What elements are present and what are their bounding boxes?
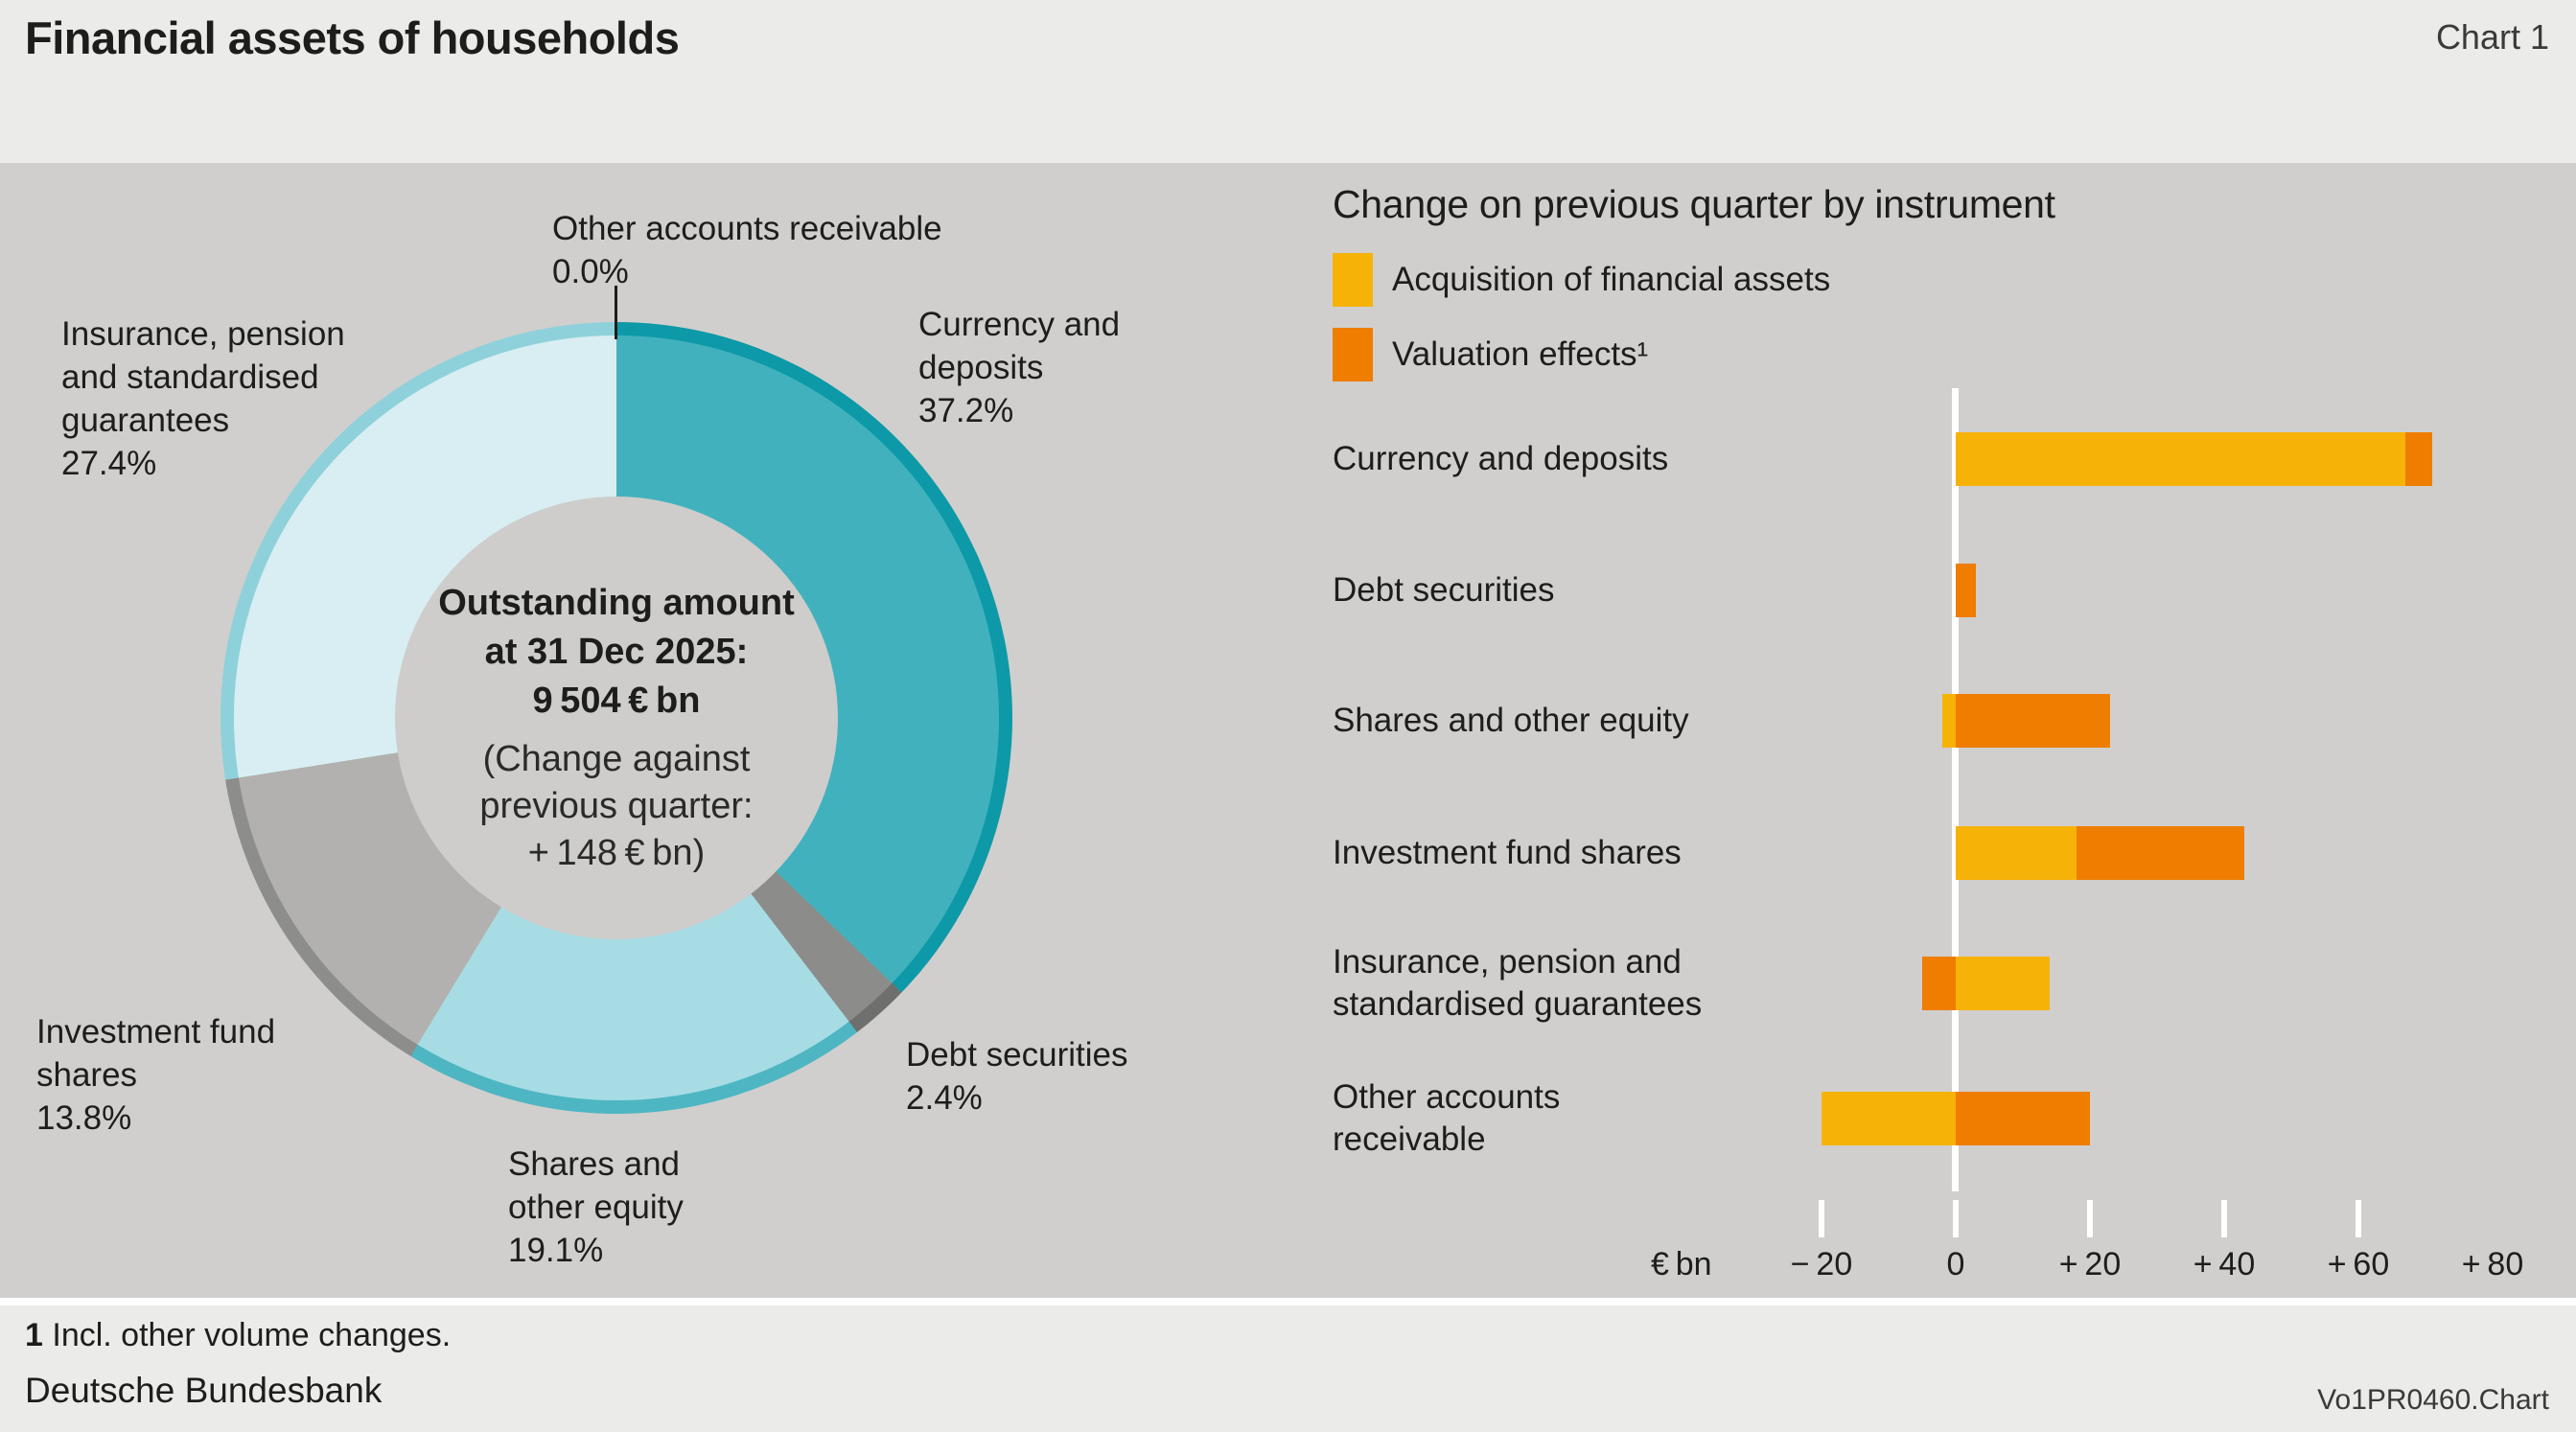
header-bar: Financial assets of households Chart 1 xyxy=(0,0,2576,163)
axis-tick-label: + 80 xyxy=(2461,1246,2524,1282)
slice-label-debt-securities: Debt securities 2.4% xyxy=(906,1036,1128,1117)
bar-row-label: Currency and deposits xyxy=(1333,440,1669,477)
bar-row-label: Investment fund shares xyxy=(1333,834,1682,871)
bar-segment-valuation xyxy=(1956,564,1976,617)
axis-tick-mark xyxy=(1953,1200,1959,1237)
axis-tick-label: + 60 xyxy=(2327,1246,2390,1282)
bar-row-label: Other accounts receivable xyxy=(1333,1078,1561,1158)
bar-segment-valuation xyxy=(2077,826,2244,880)
legend-swatch-icon xyxy=(1333,328,1373,381)
source-label: Deutsche Bundesbank xyxy=(25,1371,383,1410)
axis-tick-mark xyxy=(1819,1200,1824,1237)
zero-slice-leader-line xyxy=(615,286,617,339)
axis-tick-label: 0 xyxy=(1946,1246,1965,1282)
page-title: Financial assets of households xyxy=(25,12,680,63)
legend-label: Acquisition of financial assets xyxy=(1392,261,1831,298)
donut-center-outstanding-amount: Outstanding amount at 31 Dec 2025: 9 504… xyxy=(438,583,795,721)
legend-item-valuation: Valuation effects¹ xyxy=(1333,328,1648,381)
axis-tick-mark xyxy=(2221,1200,2227,1237)
footnote-marker: 1 xyxy=(25,1317,43,1353)
bar-segment-valuation xyxy=(1956,1092,2090,1145)
slice-label-investment-funds: Investment fund shares 13.8% xyxy=(36,1013,276,1137)
bar-segment-acquisition xyxy=(1942,694,1956,748)
panel-bottom-separator xyxy=(0,1298,2576,1305)
footer-bar xyxy=(0,1305,2576,1432)
bar-segment-acquisition xyxy=(1956,432,2405,486)
zero-axis-line xyxy=(1952,388,1959,1191)
bar-segment-valuation xyxy=(2405,432,2432,486)
chart-number-label: Chart 1 xyxy=(2435,17,2549,57)
axis-tick-mark xyxy=(2087,1200,2093,1237)
footnote: 1 Incl. other volume changes. xyxy=(25,1317,451,1354)
axis-tick-label: + 20 xyxy=(2058,1246,2122,1282)
slice-label-insurance-pension: Insurance, pension and standardised guar… xyxy=(61,315,345,482)
axis-unit-label: € bn xyxy=(1651,1246,1712,1282)
bar-row-label: Debt securities xyxy=(1333,571,1555,609)
legend-item-acquisition: Acquisition of financial assets xyxy=(1333,253,1830,307)
bar-segment-valuation xyxy=(1922,957,1956,1010)
bar-segment-acquisition xyxy=(1956,957,2050,1010)
footnote-text: Incl. other volume changes. xyxy=(42,1317,452,1353)
axis-tick-mark xyxy=(2356,1200,2361,1237)
axis-tick-label: + 40 xyxy=(2193,1246,2256,1282)
bar-segment-acquisition xyxy=(1956,826,2077,880)
donut-hole xyxy=(395,497,838,939)
bar-row-label: Shares and other equity xyxy=(1333,702,1689,739)
axis-tick-label: − 20 xyxy=(1790,1246,1853,1282)
legend-label: Valuation effects¹ xyxy=(1392,335,1649,373)
legend-swatch-icon xyxy=(1333,253,1373,307)
slice-label-other-accounts-receivable: Other accounts receivable 0.0% xyxy=(552,210,942,290)
bar-row-label: Insurance, pension and standardised guar… xyxy=(1333,943,1703,1023)
slice-label-currency-deposits: Currency and deposits 37.2% xyxy=(918,306,1121,429)
file-code-label: Vo1PR0460.Chart xyxy=(2317,1384,2549,1416)
donut-center-quarter-change: (Change against previous quarter: + 148 … xyxy=(479,739,754,873)
bar-segment-valuation xyxy=(1956,694,2110,748)
bar-segment-acquisition xyxy=(1822,1092,1956,1145)
slice-label-shares-equity: Shares and other equity 19.1% xyxy=(508,1145,684,1269)
bar-chart-title: Change on previous quarter by instrument xyxy=(1333,182,2055,226)
